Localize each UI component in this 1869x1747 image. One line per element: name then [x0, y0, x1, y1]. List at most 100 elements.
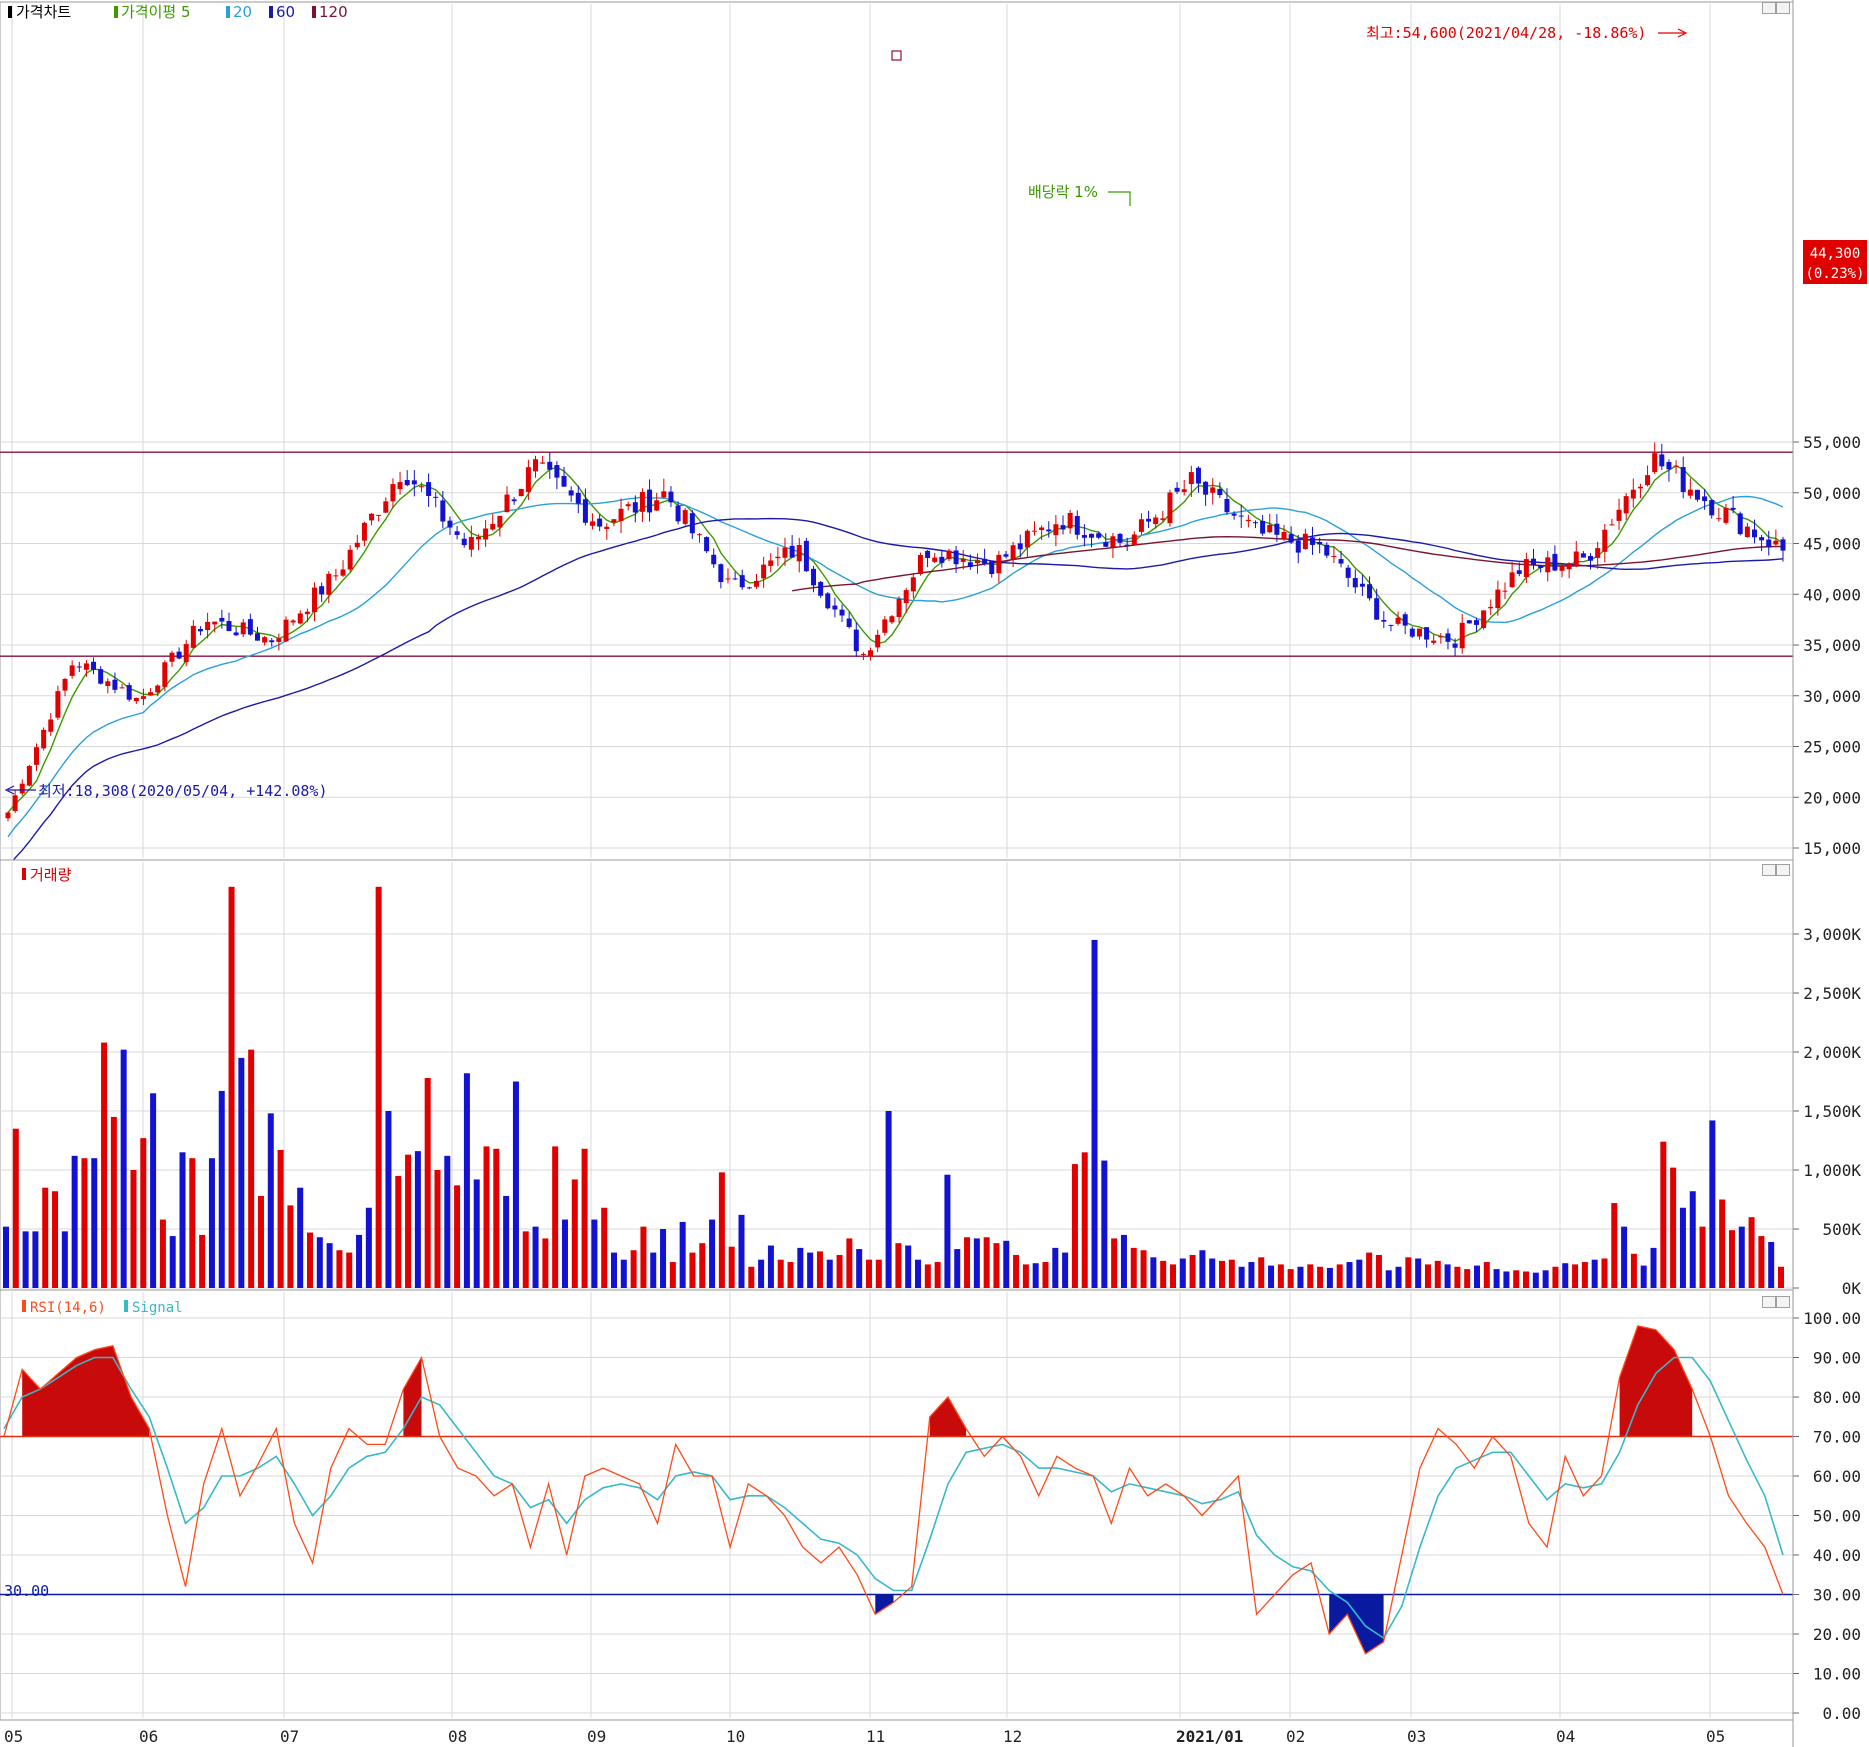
candle-body [518, 488, 524, 497]
x-axis-label: 04 [1556, 1727, 1575, 1746]
candle-body [1395, 617, 1401, 624]
candle-body [155, 685, 161, 693]
candle-body [1523, 559, 1529, 578]
candle-body [1188, 472, 1194, 485]
candle-body [825, 593, 831, 609]
candle-body [91, 661, 97, 670]
volume-bar [1268, 1265, 1275, 1288]
rsi-levels [0, 1435, 1793, 1596]
volume-minimize-button[interactable] [1762, 864, 1776, 876]
candle-body [404, 479, 410, 486]
x-axis-label: 12 [1003, 1727, 1022, 1746]
legend-swatch [226, 6, 230, 18]
candle-body [967, 562, 973, 567]
candle-body [48, 719, 54, 732]
volume-bar [1660, 1141, 1667, 1288]
candle-body [461, 538, 467, 546]
price-title: 가격차트 [16, 3, 71, 21]
rsi-tick-label: 90.00 [1813, 1349, 1861, 1368]
volume-bar [1336, 1264, 1343, 1288]
volume-tick-label: 0K [1842, 1279, 1862, 1298]
candle-body [1274, 523, 1280, 535]
rsi-overbought-area [1619, 1325, 1693, 1437]
volume-bar [1326, 1267, 1333, 1288]
candle-body [982, 558, 988, 564]
candle-body [903, 590, 909, 604]
candle-body [1438, 636, 1444, 638]
candle-body [1473, 620, 1479, 625]
volume-bar [669, 1262, 676, 1288]
candle-body [397, 482, 403, 490]
candle-body [1231, 513, 1237, 516]
volume-bar [1758, 1236, 1765, 1288]
volume-close-button[interactable] [1776, 864, 1790, 876]
candle-body [590, 521, 596, 526]
candle-body [433, 496, 439, 498]
candle-body [1146, 518, 1152, 522]
volume-bar [356, 1234, 363, 1288]
volume-bar [110, 1116, 117, 1288]
panel-minimize-button[interactable] [1762, 2, 1776, 14]
volume-bar [552, 1146, 559, 1288]
candlesticks [5, 442, 1786, 822]
candle-body [1359, 583, 1365, 587]
candle-body [83, 663, 89, 670]
rsi-tick-label: 10.00 [1813, 1665, 1861, 1684]
volume-tick-label: 2,500K [1803, 984, 1861, 1003]
volume-bar [1169, 1264, 1176, 1288]
candle-body [632, 502, 638, 513]
candle-body [12, 795, 18, 811]
candle-body [1117, 533, 1123, 543]
volume-bar [1199, 1250, 1206, 1288]
candle-body [233, 632, 239, 636]
volume-bar [1366, 1252, 1373, 1288]
dividend-annotation: 배당락 1% [1028, 183, 1098, 201]
candle-body [1352, 578, 1358, 588]
volume-bar [1738, 1226, 1745, 1288]
candle-body [283, 619, 289, 642]
candle-body [1559, 565, 1565, 571]
candle-body [547, 461, 553, 470]
candle-body [1602, 529, 1608, 552]
volume-bar [267, 1113, 274, 1288]
candle-body [1709, 500, 1715, 516]
panel-close-button[interactable] [1776, 2, 1790, 14]
candle-body [219, 617, 225, 622]
candle-body [112, 679, 118, 690]
candle-body [1552, 553, 1558, 571]
volume-bar [1640, 1265, 1647, 1288]
candle-body [1174, 487, 1180, 492]
price-tick-label: 50,000 [1803, 484, 1861, 503]
candle-body [1110, 536, 1116, 548]
candle-body [1096, 533, 1102, 538]
volume-bar [1503, 1271, 1510, 1288]
volume-bar [1022, 1264, 1029, 1288]
candle-body [1089, 533, 1095, 538]
x-axis-label: 08 [448, 1727, 467, 1746]
volume-axis-ticks: 0K 500K 1,000K 1,500K 2,000K 2,500K 3,000K [1793, 925, 1861, 1298]
volume-bar [1405, 1257, 1412, 1288]
volume-bar [287, 1205, 294, 1288]
rsi-overbought-area [403, 1357, 422, 1437]
volume-bar [22, 1231, 29, 1288]
rsi-close-button[interactable] [1776, 1296, 1790, 1308]
candle-body [1702, 496, 1708, 501]
volume-bar [767, 1245, 774, 1288]
candle-body [675, 505, 681, 522]
hline-handle[interactable] [891, 50, 902, 61]
price-axis-ticks: 15,000 20,000 25,000 30,000 35,000 40,000 45,0… [1793, 433, 1861, 858]
candle-body [411, 480, 417, 485]
candle-body [1516, 570, 1522, 574]
last-change: (0.23%) [1805, 266, 1864, 282]
candle-body [639, 492, 645, 512]
volume-bar [1375, 1254, 1382, 1288]
rsi-minimize-button[interactable] [1762, 1296, 1776, 1308]
price-grid [0, 4, 1793, 858]
x-axis-label: 2021/01 [1176, 1727, 1243, 1746]
volume-grid [0, 862, 1793, 1289]
candle-body [896, 599, 902, 618]
candle-body [105, 681, 111, 686]
volume-bar [1189, 1254, 1196, 1288]
volume-bar [1317, 1266, 1324, 1288]
candle-body [811, 568, 817, 586]
